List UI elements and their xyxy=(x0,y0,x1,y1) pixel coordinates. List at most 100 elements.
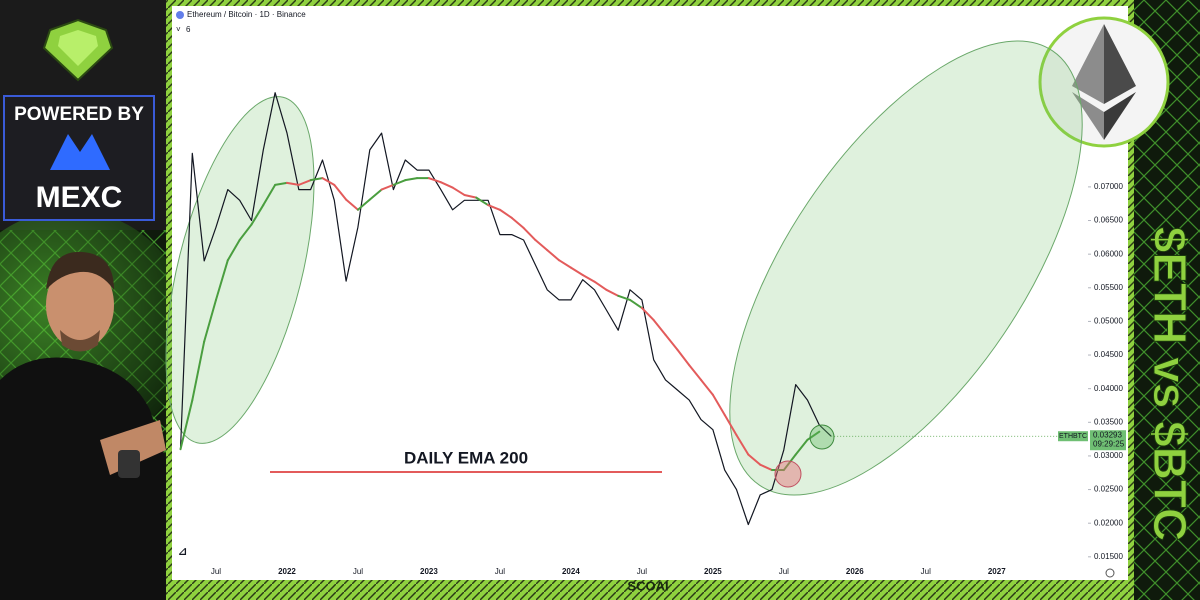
y-tick-label: 0.06000 xyxy=(1094,249,1123,258)
x-tick-label: Jul xyxy=(495,567,505,576)
ema-segment xyxy=(179,399,194,451)
ema-segment xyxy=(569,266,584,277)
y-tick-label: 0.02500 xyxy=(1094,485,1123,494)
person xyxy=(0,251,166,600)
x-tick-label: Jul xyxy=(211,567,221,576)
ema-segment xyxy=(238,223,253,242)
x-tick-label: Jul xyxy=(353,567,363,576)
ema-segment xyxy=(558,259,572,269)
ema-segment xyxy=(285,181,300,186)
x-tick-label: 2025 xyxy=(704,567,722,576)
ema-segment xyxy=(380,183,395,191)
ema-segment xyxy=(782,453,797,472)
ema-segment xyxy=(309,177,324,182)
ema-segment xyxy=(274,181,288,186)
ema-segment xyxy=(676,348,691,367)
ema-segment xyxy=(475,196,490,207)
cross-marker xyxy=(774,460,802,488)
ema-segment xyxy=(368,188,383,201)
x-tick-label: Jul xyxy=(921,567,931,576)
ema-segment xyxy=(664,333,679,351)
ema-segment xyxy=(605,288,620,297)
ema-segment xyxy=(522,226,537,242)
ema-segment xyxy=(297,179,312,186)
logo xyxy=(42,18,114,82)
ema-segment xyxy=(723,413,738,437)
ema-segment xyxy=(262,183,277,207)
y-tick-label: 0.05000 xyxy=(1094,317,1123,326)
x-tick-label: 2023 xyxy=(420,567,438,576)
chart-area xyxy=(172,6,1128,580)
ema-segment xyxy=(581,274,596,283)
y-tick-label: 0.05500 xyxy=(1094,283,1123,292)
brand: MEXC xyxy=(36,181,123,214)
ema-segment xyxy=(439,181,454,189)
countdown: 09:29:25 xyxy=(1093,439,1125,448)
ema-segment xyxy=(345,198,359,211)
settings-button[interactable] xyxy=(1105,568,1115,578)
ema-segment xyxy=(794,438,809,456)
ema-segment xyxy=(510,216,525,229)
ema-segment xyxy=(191,340,206,402)
ema-segment xyxy=(688,364,703,381)
ema-segment xyxy=(747,453,762,466)
headline: $ETH vs $BTC xyxy=(1144,227,1196,541)
chart-title: Ethereum / Bitcoin · 1D · Binance xyxy=(187,10,306,19)
x-tick-label: 2022 xyxy=(278,567,296,576)
y-tick-label: 0.04500 xyxy=(1094,350,1123,359)
symbol-tag: ETHBTC xyxy=(1059,433,1087,440)
eth-logo xyxy=(1038,16,1170,148)
ema-segment xyxy=(392,179,407,186)
brand-mark xyxy=(50,134,110,170)
symbol-tag-bg xyxy=(1058,431,1088,442)
ema-segment xyxy=(652,319,667,336)
x-tick-label: 2027 xyxy=(988,567,1006,576)
ema-segment xyxy=(711,393,726,416)
y-tick-label: 0.06500 xyxy=(1094,216,1123,225)
x-tick-label: Jul xyxy=(637,567,647,576)
watermark: SCOAI xyxy=(627,578,668,593)
powered-by: POWERED BY xyxy=(14,104,144,125)
ema-segment xyxy=(427,177,442,184)
y-tick-label: 0.03000 xyxy=(1094,451,1123,460)
y-tick-label: 0.02000 xyxy=(1094,518,1123,527)
indicator-count: 6 xyxy=(186,25,191,34)
ema-segment xyxy=(498,208,513,219)
ema-segment xyxy=(806,430,821,441)
ema-segment xyxy=(321,177,336,186)
ema-segment xyxy=(735,434,750,456)
ema-segment xyxy=(250,204,265,226)
highlight-ellipse xyxy=(165,96,315,444)
plot: 0.01500 0.02000 0.02500 0.03000 0.03500 0.040… xyxy=(179,92,1126,576)
ema-segment xyxy=(226,239,241,262)
price-line xyxy=(179,92,832,526)
y-tick-label: 0.03500 xyxy=(1094,417,1123,426)
indicator-toggle[interactable]: ˅ xyxy=(176,25,181,34)
ema-segment xyxy=(640,306,655,322)
y-tick-label: 0.04000 xyxy=(1094,384,1123,393)
ema-segment xyxy=(617,294,632,301)
annotation: DAILY EMA 200 xyxy=(404,448,528,467)
ema-segment xyxy=(463,193,478,199)
ema-segment xyxy=(487,204,501,211)
cross-marker xyxy=(809,424,835,450)
symbol-icon xyxy=(176,11,184,19)
ema-segment xyxy=(629,298,643,309)
ema-segment xyxy=(451,186,466,196)
ema-segment xyxy=(700,378,714,396)
last-price-label: 0.03293 xyxy=(1093,430,1122,439)
x-tick-label: 2026 xyxy=(846,567,864,576)
ema-segment xyxy=(356,198,371,211)
highlight-ellipse xyxy=(729,40,1083,496)
ema-segment xyxy=(203,298,217,343)
ema-segment xyxy=(404,177,419,182)
x-tick-label: Jul xyxy=(779,567,789,576)
x-tick-label: 2024 xyxy=(562,567,580,576)
ema-segment xyxy=(534,239,549,252)
ema-segment xyxy=(546,249,561,262)
ema-segment xyxy=(214,259,229,301)
y-tick-label: 0.07000 xyxy=(1094,182,1123,191)
ema-segment xyxy=(593,280,608,291)
